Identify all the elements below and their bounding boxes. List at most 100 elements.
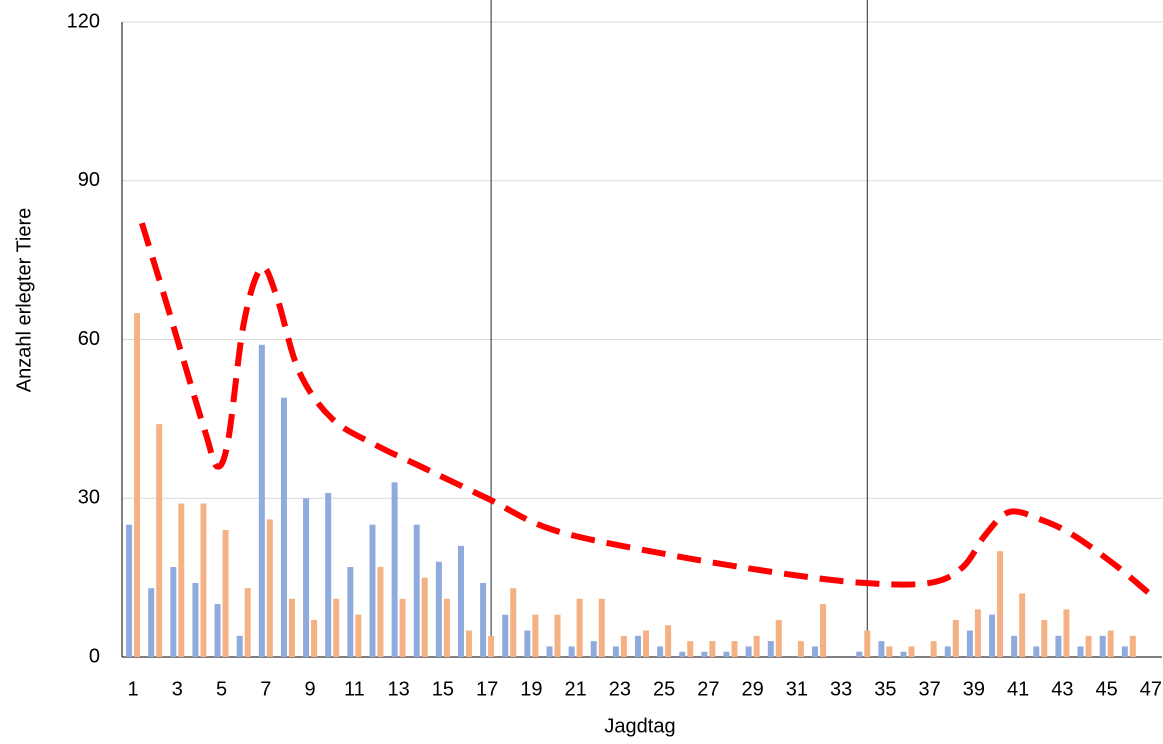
bar <box>997 551 1004 657</box>
bar <box>413 524 420 657</box>
x-axis-title: Jagdtag <box>604 715 675 737</box>
bar <box>1129 635 1136 657</box>
x-tick-label: 25 <box>653 678 675 700</box>
x-tick-label: 43 <box>1051 678 1073 700</box>
x-tick-label: 23 <box>609 678 631 700</box>
bar <box>1019 593 1026 657</box>
bar <box>731 641 738 657</box>
bar <box>546 646 553 657</box>
x-tick-label: 31 <box>786 678 808 700</box>
bar <box>1107 630 1114 657</box>
y-tick-label: 90 <box>78 169 100 191</box>
bar <box>399 598 406 657</box>
bar <box>966 630 973 657</box>
bar <box>244 588 251 657</box>
bar <box>347 567 354 657</box>
bar <box>767 641 774 657</box>
bar <box>679 651 686 657</box>
bar <box>200 503 207 657</box>
y-tick-label: 0 <box>89 645 100 667</box>
bar <box>687 641 694 657</box>
bar <box>908 646 915 657</box>
bar <box>952 619 959 657</box>
bar <box>1033 646 1040 657</box>
bar <box>775 619 782 657</box>
y-axis-title: Anzahl erlegter Tiere <box>13 208 35 393</box>
bar <box>524 630 531 657</box>
bar <box>488 635 495 657</box>
y-tick-label: 60 <box>78 328 100 350</box>
bar <box>510 588 517 657</box>
bar <box>856 651 863 657</box>
bar <box>753 635 760 657</box>
x-tick-label: 33 <box>830 678 852 700</box>
x-tick-label: 47 <box>1140 678 1162 700</box>
bar <box>930 641 937 657</box>
bar <box>266 519 273 657</box>
x-tick-label: 35 <box>874 678 896 700</box>
bar <box>148 588 155 657</box>
bar <box>303 498 310 657</box>
bar <box>554 614 561 657</box>
x-tick-label: 11 <box>344 678 365 700</box>
bar <box>325 492 332 657</box>
bar <box>192 582 199 657</box>
bar <box>391 482 398 657</box>
bar <box>421 577 428 657</box>
x-tick-label: 13 <box>387 678 409 700</box>
bar <box>820 604 827 657</box>
bar <box>443 598 450 657</box>
x-tick-label: 1 <box>128 678 139 700</box>
x-tick-label: 29 <box>742 678 764 700</box>
bar <box>1055 635 1062 657</box>
bar <box>156 424 163 657</box>
x-tick-label: 7 <box>260 678 271 700</box>
bar <box>635 635 641 657</box>
y-tick-label: 30 <box>78 487 100 509</box>
bar <box>745 646 752 657</box>
x-tick-label: 21 <box>564 678 586 700</box>
bar <box>590 641 597 657</box>
x-tick-label: 5 <box>216 678 227 700</box>
bar <box>701 651 708 657</box>
bar <box>723 651 730 657</box>
y-tick-label: 120 <box>67 10 100 32</box>
trend-line <box>139 222 1158 602</box>
bar <box>864 630 871 657</box>
x-tick-label: 45 <box>1096 678 1118 700</box>
bar <box>1121 646 1128 657</box>
bar <box>126 524 133 657</box>
bar <box>612 646 619 657</box>
bar <box>465 630 472 657</box>
bar <box>657 646 664 657</box>
bar <box>944 646 951 657</box>
bar <box>878 641 885 657</box>
bar <box>170 567 177 657</box>
bar <box>369 524 376 657</box>
bar <box>812 646 819 657</box>
bar <box>178 503 185 657</box>
bar <box>288 598 295 657</box>
x-tick-label: 19 <box>520 678 542 700</box>
x-tick-label: 37 <box>919 678 941 700</box>
bar <box>576 598 583 657</box>
bar <box>1085 635 1092 657</box>
bar <box>620 635 627 657</box>
x-tick-label: 41 <box>1007 678 1029 700</box>
bar <box>643 630 649 657</box>
bar <box>532 614 539 657</box>
bar <box>797 641 804 657</box>
bar <box>1041 619 1048 657</box>
bar <box>280 397 287 657</box>
bar <box>900 651 907 657</box>
bar <box>502 614 509 657</box>
bar <box>1063 609 1070 657</box>
bar <box>236 635 243 657</box>
bar <box>134 313 141 657</box>
bar <box>989 614 996 657</box>
bar <box>709 641 716 657</box>
bar <box>214 604 221 657</box>
x-tick-label: 15 <box>432 678 454 700</box>
bar <box>1077 646 1084 657</box>
